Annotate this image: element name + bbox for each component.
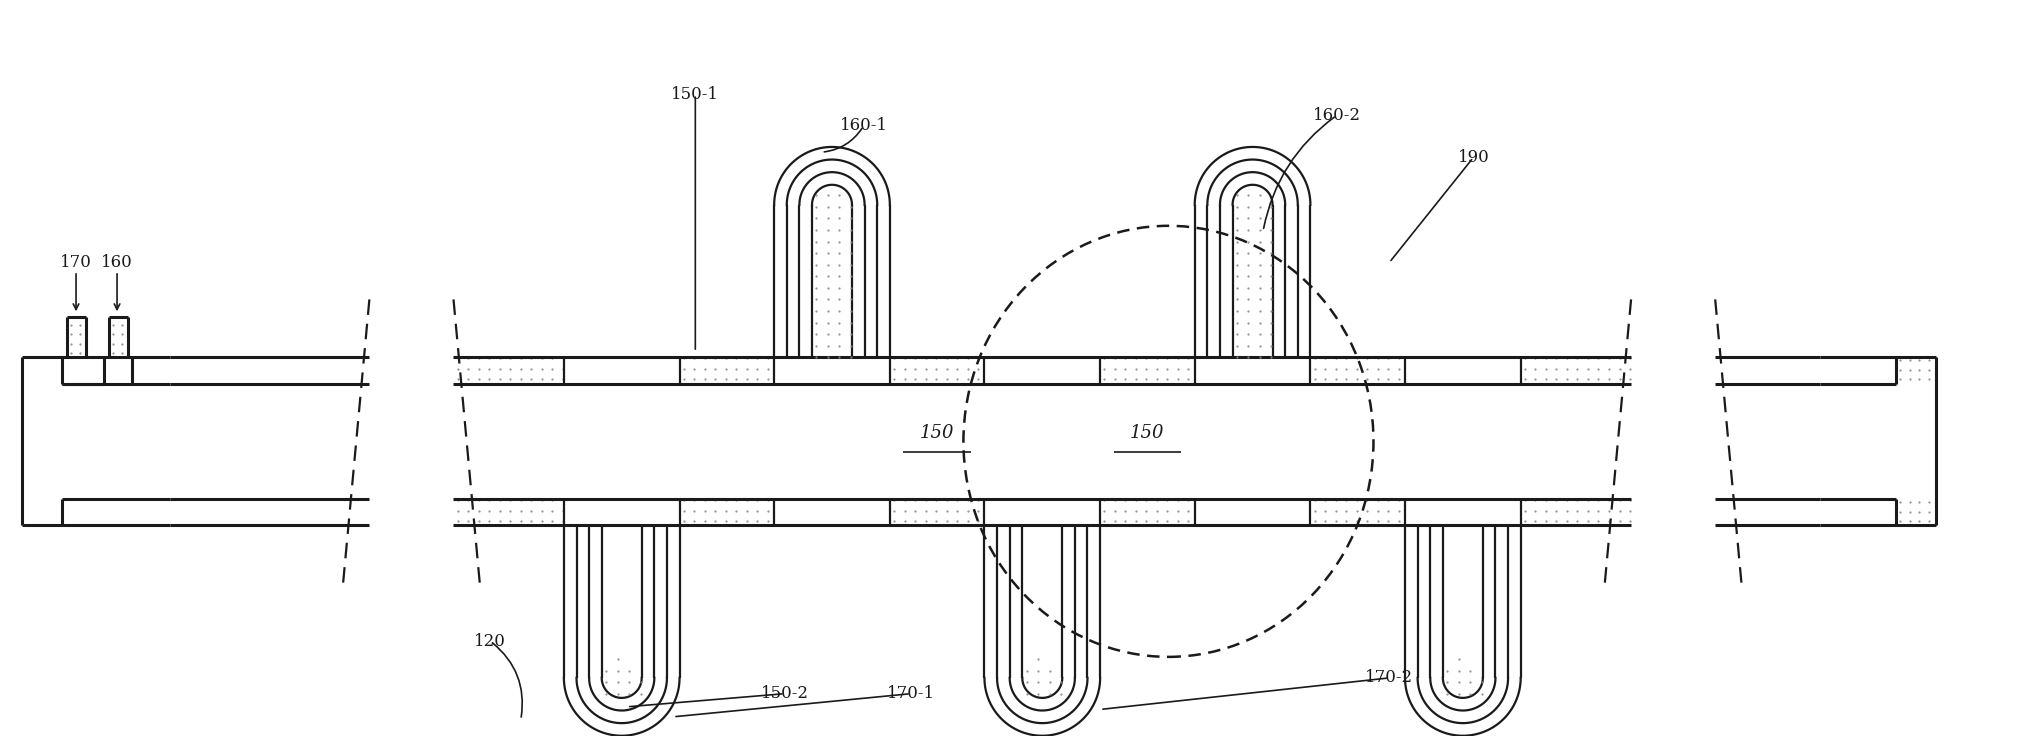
Text: 150: 150 bbox=[1130, 424, 1164, 442]
Text: 170-1: 170-1 bbox=[886, 685, 935, 702]
Text: 170: 170 bbox=[61, 254, 91, 271]
Text: 150-1: 150-1 bbox=[671, 86, 719, 103]
Text: 150: 150 bbox=[920, 424, 955, 442]
Text: 160-2: 160-2 bbox=[1313, 107, 1361, 124]
Text: 120: 120 bbox=[473, 633, 506, 650]
Text: 170-2: 170-2 bbox=[1366, 669, 1414, 686]
Text: 190: 190 bbox=[1457, 149, 1489, 166]
Text: 160: 160 bbox=[102, 254, 132, 271]
Text: 160-1: 160-1 bbox=[839, 117, 888, 134]
Text: 150-2: 150-2 bbox=[760, 685, 809, 702]
